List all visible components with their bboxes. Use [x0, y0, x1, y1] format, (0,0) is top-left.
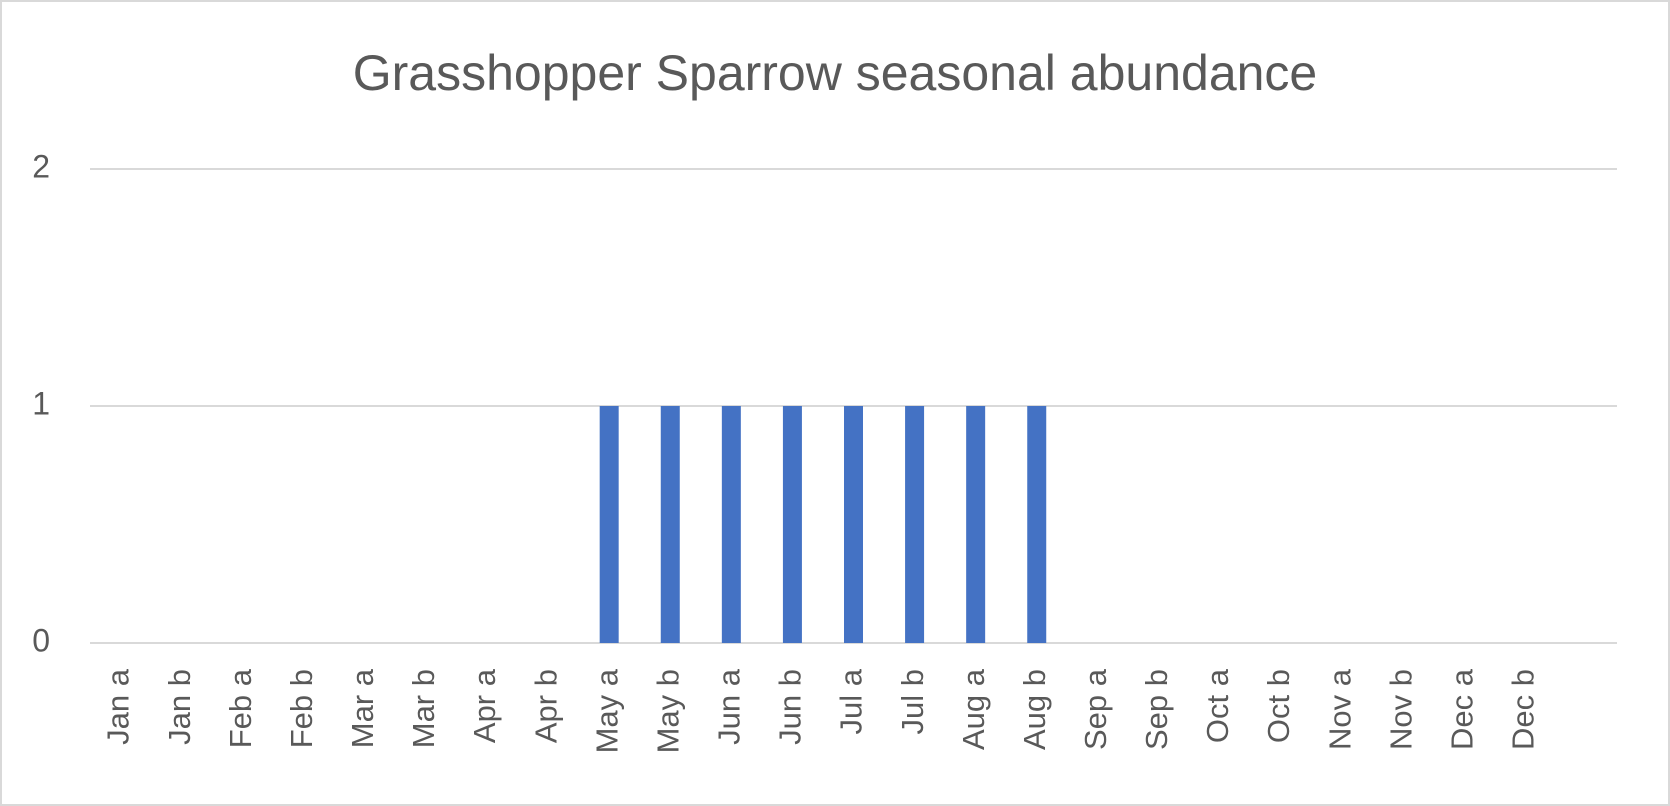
- bar: [905, 406, 925, 643]
- x-tick-label: Dec a: [1444, 668, 1479, 750]
- x-tick-label: Jul b: [895, 669, 930, 734]
- y-tick-label: 2: [32, 148, 50, 184]
- x-tick-label: Sep b: [1139, 669, 1174, 750]
- x-tick-label: Sep a: [1078, 668, 1113, 750]
- x-tick-label: May a: [589, 668, 624, 753]
- x-tick-label: Oct a: [1200, 668, 1235, 743]
- x-tick-label: Dec b: [1506, 669, 1541, 750]
- chart-title: Grasshopper Sparrow seasonal abundance: [353, 45, 1318, 101]
- bar: [1027, 406, 1047, 643]
- x-tick-label: Jun a: [712, 668, 747, 745]
- x-tick-label: Jan b: [162, 669, 197, 745]
- x-tick-label: Apr b: [528, 669, 563, 743]
- bar: [721, 406, 741, 643]
- bar: [660, 406, 680, 643]
- bar: [844, 406, 863, 643]
- x-tick-label: Nov b: [1383, 669, 1418, 750]
- x-tick-label: Oct b: [1261, 669, 1296, 743]
- bar: [599, 406, 619, 643]
- x-tick-label: Jul a: [834, 668, 869, 734]
- x-tick-label: Aug a: [956, 668, 991, 750]
- x-tick-label: Nov a: [1322, 668, 1357, 750]
- x-tick-label: Aug b: [1017, 669, 1052, 750]
- x-tick-label: Feb a: [223, 668, 258, 748]
- bar: [782, 406, 802, 643]
- x-tick-label: Jan a: [101, 668, 136, 745]
- x-tick-label: May b: [650, 669, 685, 753]
- x-tick-label: Feb b: [284, 669, 319, 748]
- x-tick-label: Jun b: [773, 669, 808, 745]
- x-tick-label: Apr a: [467, 668, 502, 743]
- bar: [966, 406, 986, 643]
- y-tick-label: 1: [32, 385, 50, 421]
- x-tick-label: Mar a: [345, 668, 380, 748]
- y-tick-label: 0: [32, 622, 50, 658]
- x-tick-label: Mar b: [406, 669, 441, 748]
